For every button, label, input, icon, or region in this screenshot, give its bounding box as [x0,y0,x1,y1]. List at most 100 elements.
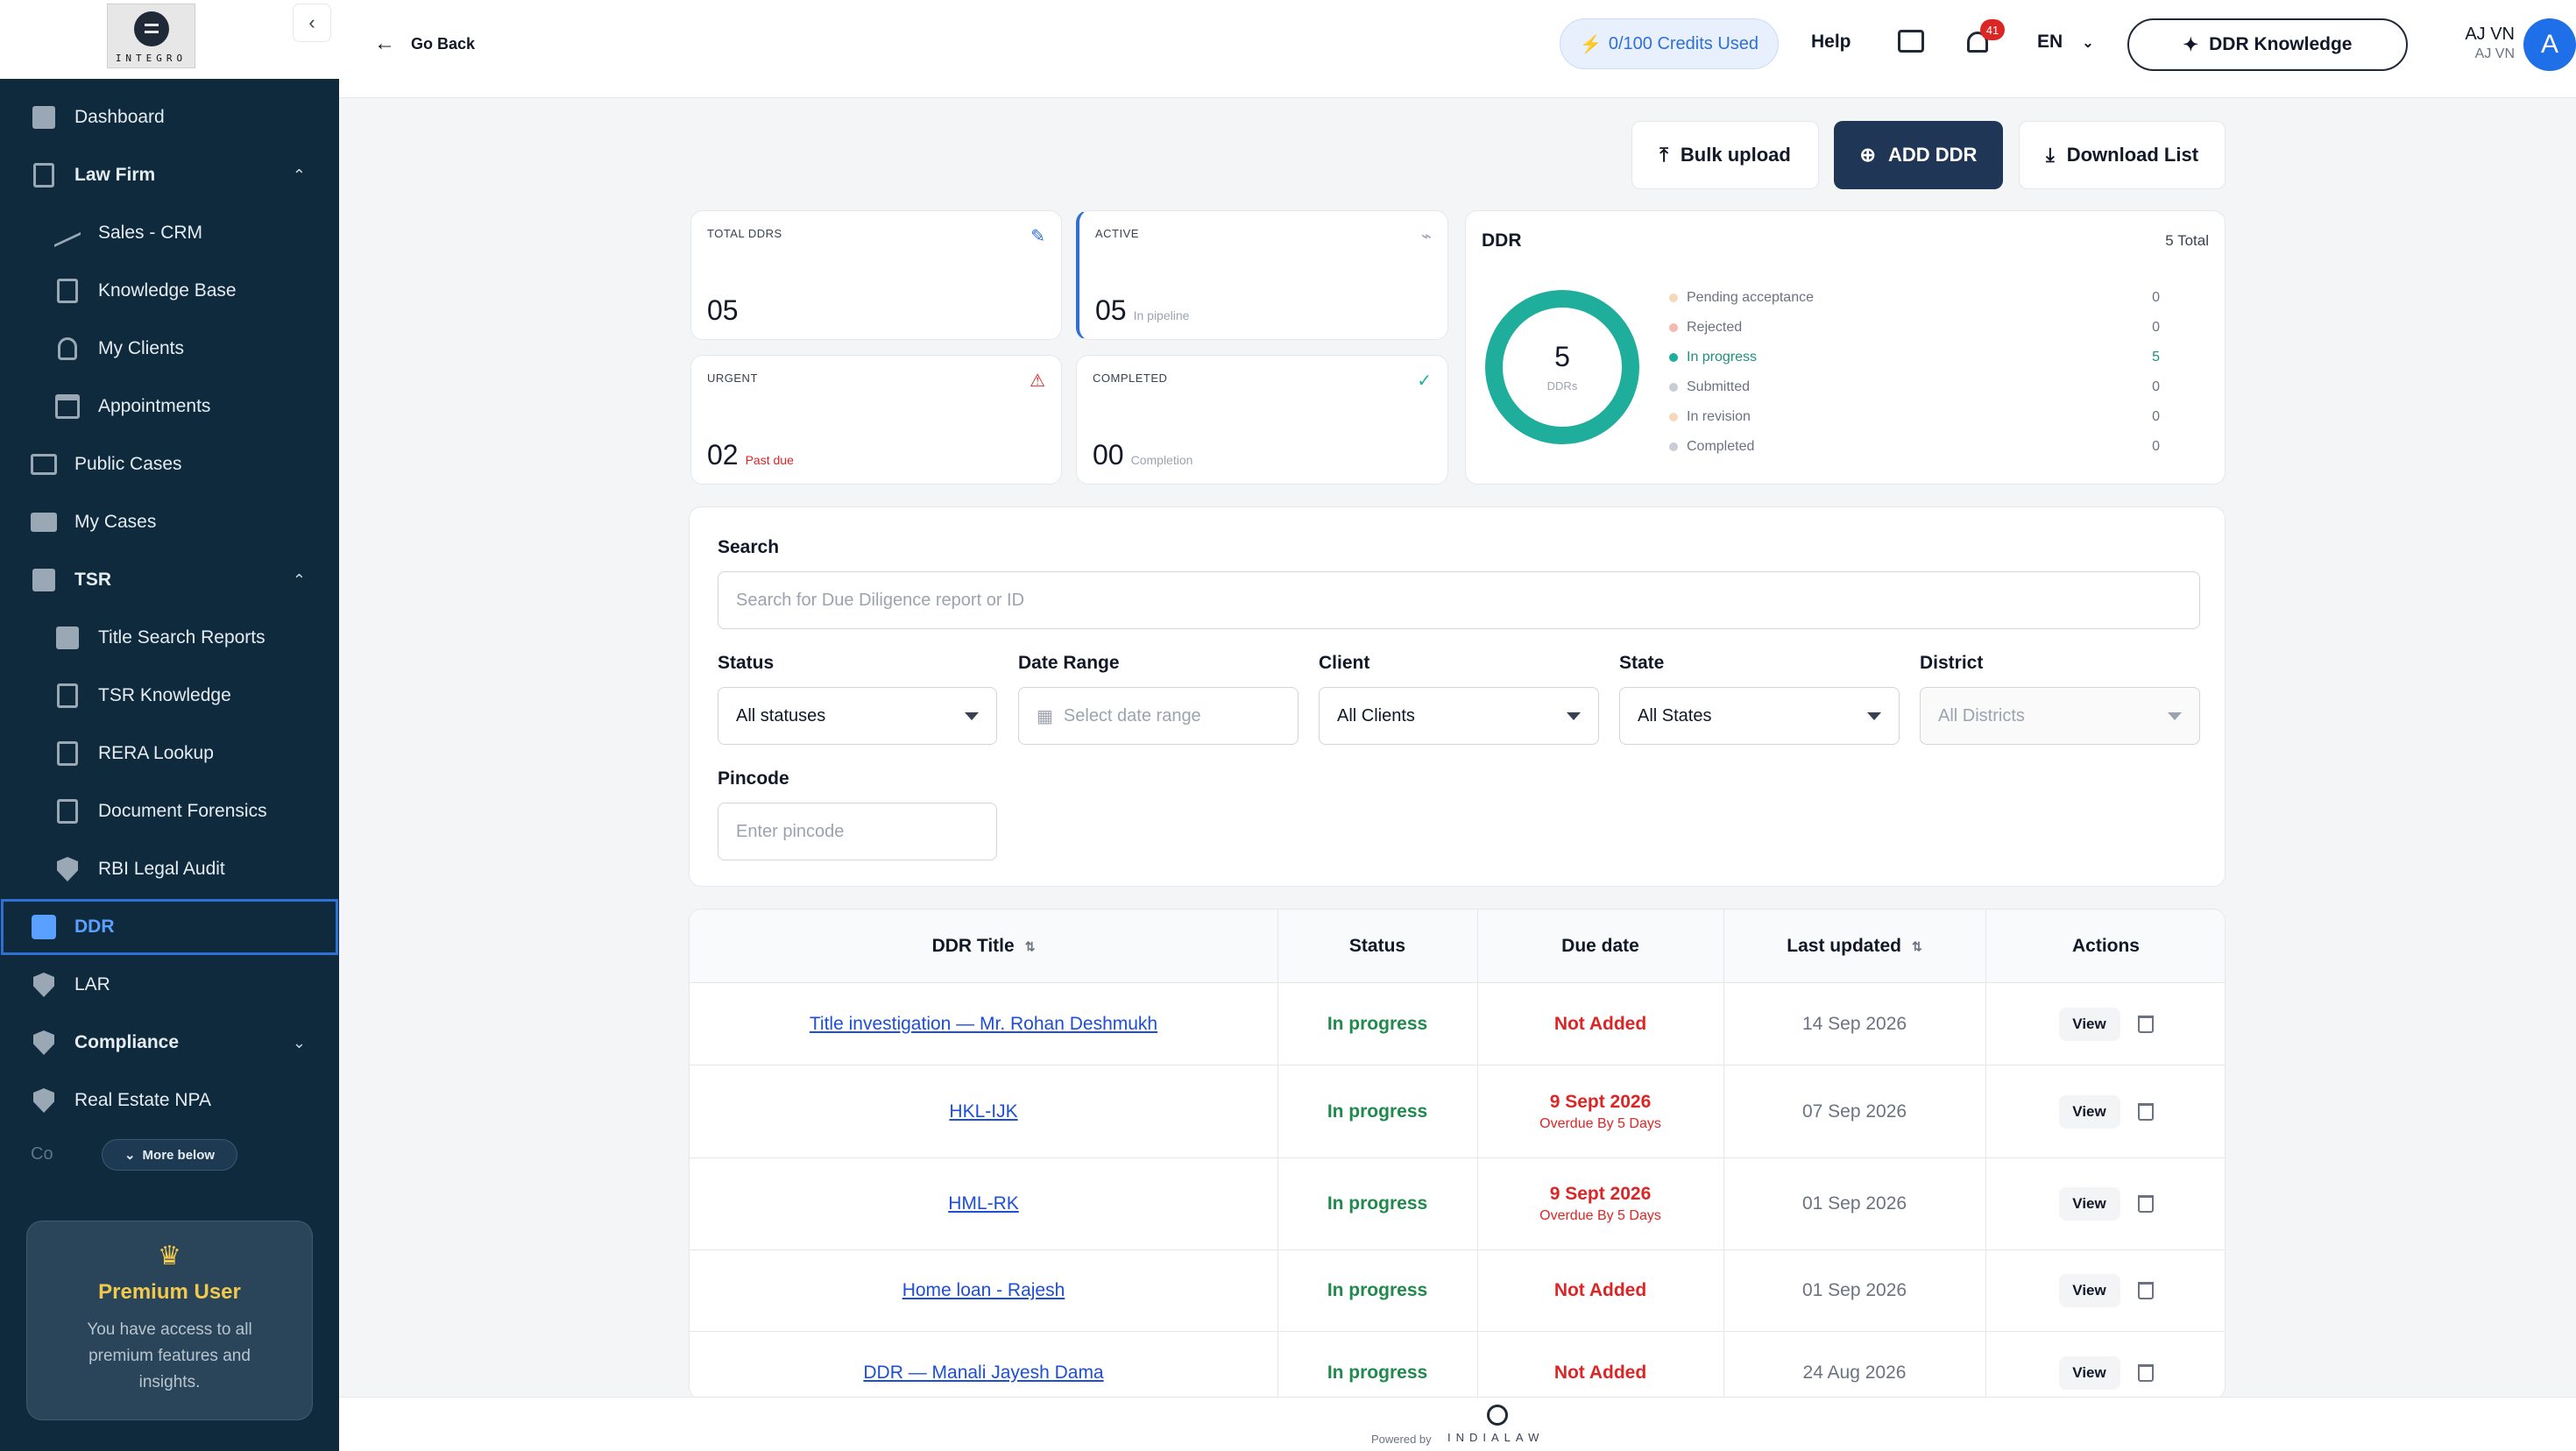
client-select[interactable]: All Clients [1319,687,1599,745]
sidebar-item-my-clients[interactable]: My Clients [0,320,339,378]
download-icon: ⤓ [2045,144,2055,166]
legend-dot [1669,383,1678,392]
more-below-button[interactable]: ⌄ More below [102,1139,237,1171]
stat-value: 05 [707,294,739,326]
add-ddr-button[interactable]: ⊕ ADD DDR [1834,121,2003,189]
collapse-sidebar-button[interactable]: ‹ [293,4,331,42]
table-row: Title investigation — Mr. Rohan Deshmukh… [690,983,2225,1065]
view-button[interactable]: View [2058,1094,2120,1129]
sidebar-item-dashboard[interactable]: Dashboard [0,88,339,146]
add-ddr-label: ADD DDR [1887,144,1978,166]
state-label: State [1619,653,1665,673]
sidebar-item-compliance[interactable]: Compliance ⌄ [0,1014,339,1072]
legend-dot [1669,442,1678,451]
overdue-text: Overdue By 5 Days [1539,1208,1661,1223]
stat-card-completed: COMPLETED ✓ 00 Completion [1076,355,1448,485]
trash-icon[interactable] [2137,1102,2154,1121]
go-back-button[interactable]: ← Go Back [374,32,475,56]
logo-text: INTEGRO [115,53,188,64]
sidebar-item-document-forensics[interactable]: Document Forensics [0,782,339,840]
district-value: All Districts [1938,705,2025,726]
status-text: In progress [1327,1193,1428,1214]
arrow-left-icon: ← [374,32,395,55]
ddr-knowledge-label: DDR Knowledge [2209,34,2353,54]
notifications-button[interactable]: 41 [1964,19,2005,56]
sidebar-item-label: Sales - CRM [98,223,203,243]
overdue-text: Overdue By 5 Days [1539,1115,1661,1131]
column-header-actions: Actions [2071,936,2140,956]
view-button[interactable]: View [2058,1274,2120,1307]
sidebar-item-appointments[interactable]: Appointments [0,378,339,435]
donut-center-label: DDRs [1546,379,1578,393]
sidebar-item-label: RERA Lookup [98,743,214,763]
view-button[interactable]: View [2058,1007,2120,1041]
date-range-label: Date Range [1018,653,1120,673]
plus-circle-icon: ⊕ [1859,144,1876,166]
sidebar-item-my-cases[interactable]: My Cases [0,493,339,551]
sidebar-item-rbi-legal-audit[interactable]: RBI Legal Audit [0,840,339,898]
ddr-title-link[interactable]: HML-RK [948,1193,1019,1214]
integro-logo[interactable]: INTEGRO [107,4,195,68]
book-icon [54,278,81,304]
date-range-input[interactable]: ▦ Select date range [1018,687,1299,745]
table-header: DDR Title ⇅ Status Due date Last updated ⇅… [690,910,2225,983]
sidebar-item-rera-lookup[interactable]: RERA Lookup [0,725,339,782]
ddr-status-card: DDR 5 Total 5 DDRs Pending acceptance 0 R… [1465,210,2226,485]
ddr-table: DDR Title ⇅ Status Due date Last updated ⇅… [689,909,2226,1399]
sparkle-icon: ✦ [2183,34,2199,55]
sidebar-item-real-estate-npa[interactable]: Real Estate NPA [0,1072,339,1129]
book-icon [54,683,81,709]
shield-icon [54,856,81,882]
language-select[interactable]: EN ⌄ [2037,32,2094,53]
sidebar-item-label: DDR [74,917,115,937]
sidebar-item-law-firm[interactable]: Law Firm ⌃ [0,146,339,204]
district-select[interactable]: All Districts [1920,687,2200,745]
calendar-icon: ▦ [1037,706,1053,726]
download-list-button[interactable]: ⤓ Download List [2019,121,2226,189]
sidebar-item-lar[interactable]: LAR [0,956,339,1014]
ddr-title-link[interactable]: Home loan - Rajesh [902,1280,1065,1300]
sidebar-item-sales-crm[interactable]: Sales - CRM [0,204,339,262]
credits-badge[interactable]: ⚡ 0/100 Credits Used [1560,18,1779,69]
search-input[interactable]: Search for Due Diligence report or ID [718,571,2200,629]
caret-down-icon [965,712,979,720]
stat-sub: Completion [1130,453,1193,467]
sidebar-item-tsr-knowledge[interactable]: TSR Knowledge [0,667,339,725]
sidebar-item-tsr[interactable]: TSR ⌃ [0,551,339,609]
user-name-block[interactable]: AJ VN AJ VN [2436,25,2515,62]
premium-card: ♛ Premium User You have access to all pr… [26,1221,313,1420]
trash-icon[interactable] [2137,1015,2154,1033]
table-row: HKL-IJK In progress 9 Sept 2026 Overdue B… [690,1065,2225,1158]
sidebar-item-ddr[interactable]: DDR [0,898,339,956]
stat-label: ACTIVE [1095,227,1139,240]
status-select[interactable]: All statuses [718,687,997,745]
trash-icon[interactable] [2137,1195,2154,1213]
chevron-left-icon: ‹ [308,11,315,33]
column-header-last-updated[interactable]: Last updated ⇅ [1787,936,1922,956]
bulk-upload-button[interactable]: ⤒ Bulk upload [1631,121,1819,189]
sidebar-item-knowledge-base[interactable]: Knowledge Base [0,262,339,320]
pincode-input[interactable]: Enter pincode [718,803,997,860]
view-button[interactable]: View [2058,1355,2120,1390]
column-header-title[interactable]: DDR Title ⇅ [931,936,1036,956]
sidebar-item-label: Appointments [98,396,211,416]
sidebar-item-public-cases[interactable]: Public Cases [0,435,339,493]
chart-icon: ⌁ [1420,227,1432,246]
ddr-title-link[interactable]: DDR — Manali Jayesh Dama [863,1362,1104,1383]
view-button[interactable]: View [2058,1187,2120,1221]
avatar[interactable]: A [2523,18,2576,71]
language-label: EN [2037,32,2063,52]
ddr-title-link[interactable]: HKL-IJK [949,1101,1018,1122]
trash-icon[interactable] [2137,1282,2154,1299]
help-link[interactable]: Help [1811,32,1851,52]
ddr-knowledge-button[interactable]: ✦ DDR Knowledge [2127,18,2408,71]
ddr-title-link[interactable]: Title investigation — Mr. Rohan Deshmukh [809,1013,1158,1034]
trash-icon[interactable] [2137,1363,2154,1382]
sidebar-item-title-search-reports[interactable]: Title Search Reports [0,609,339,667]
state-select[interactable]: All States [1619,687,1900,745]
chat-icon[interactable] [1898,30,1924,53]
search-label: Search [718,537,780,557]
shield-search-icon [31,972,57,998]
stat-value: 00 Completion [1093,439,1193,471]
last-updated-text: 01 Sep 2026 [1801,1280,1907,1300]
